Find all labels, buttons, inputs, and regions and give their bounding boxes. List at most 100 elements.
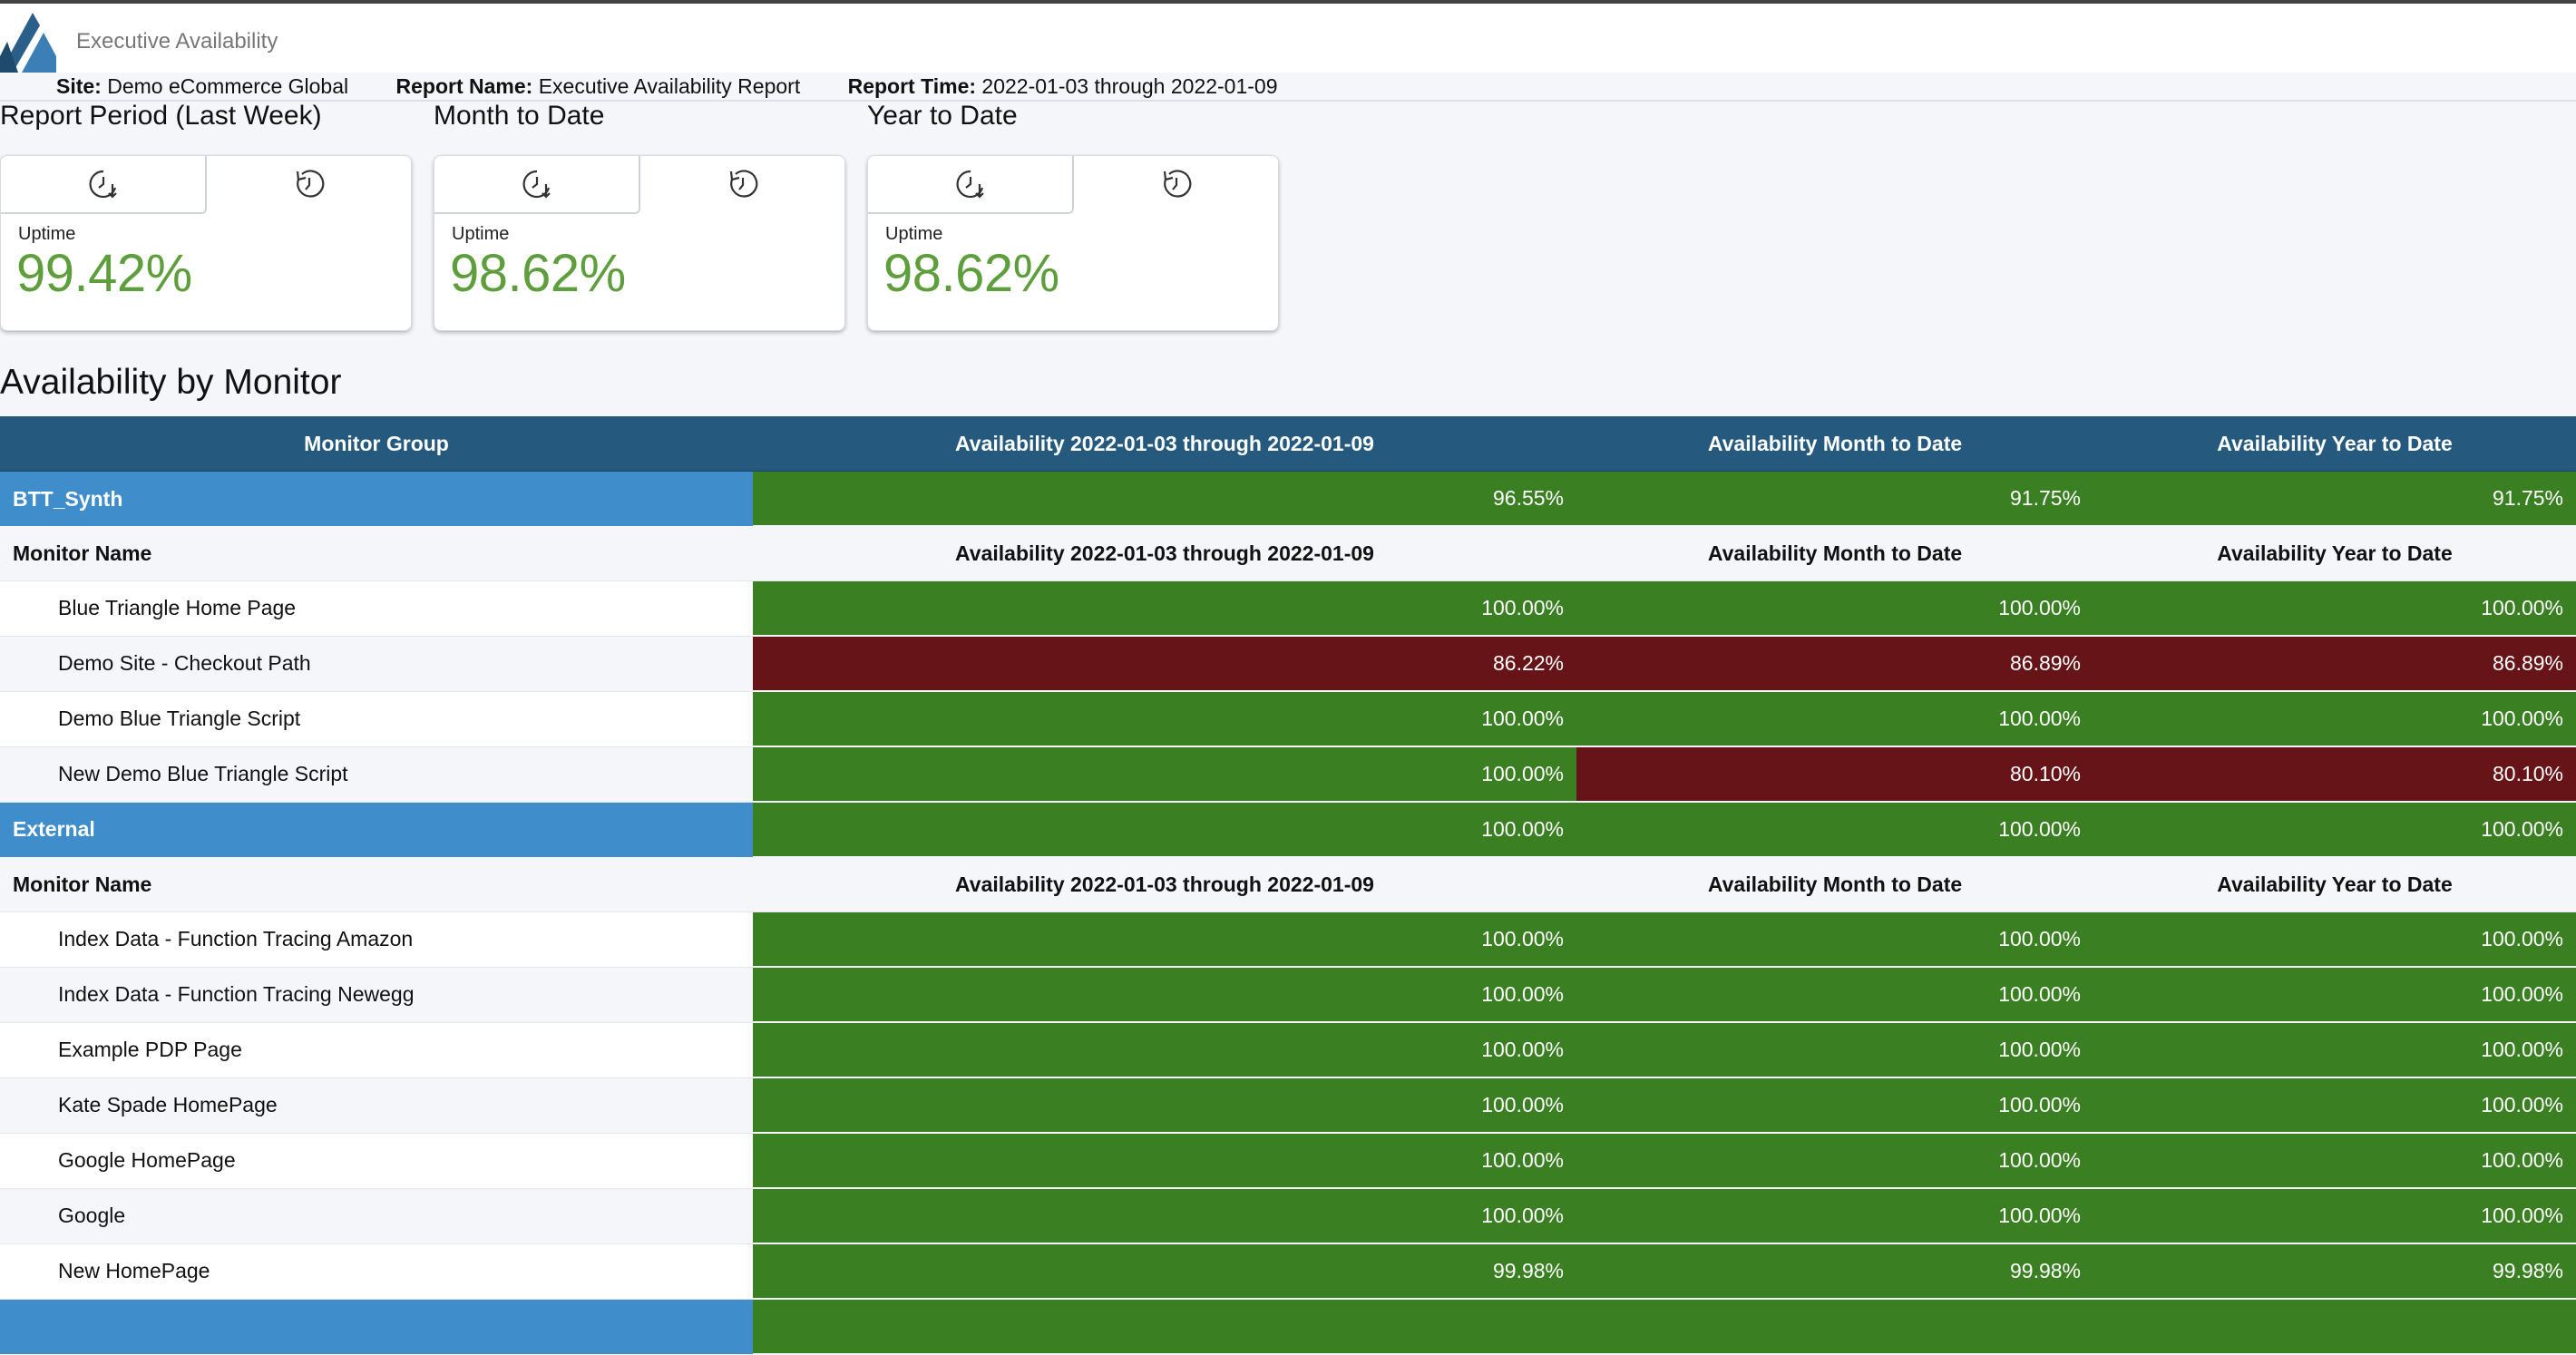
period-value: 100.00% bbox=[753, 1022, 1576, 1078]
table-row[interactable]: Blue Triangle Home Page 100.00% 100.00% … bbox=[0, 580, 2576, 637]
table-row[interactable]: Example PDP Page 100.00% 100.00% 100.00% bbox=[0, 1022, 2576, 1078]
month-value: 100.00% bbox=[1576, 1022, 2093, 1078]
period-value: 100.00% bbox=[753, 580, 1576, 637]
report-name-value: Executive Availability Report bbox=[538, 74, 801, 98]
availability-table: Monitor Group Availability 2022-01-03 th… bbox=[0, 416, 2576, 1355]
year-value: 100.00% bbox=[2093, 1077, 2576, 1134]
group-year-value-partial bbox=[2093, 1299, 2576, 1355]
blue-triangle-logo-icon[interactable] bbox=[0, 9, 56, 73]
sub-header-row: Monitor Name Availability 2022-01-03 thr… bbox=[0, 526, 2576, 581]
monitor-name: Kate Spade HomePage bbox=[0, 1077, 753, 1134]
report-time-label: Report Time: bbox=[847, 74, 977, 98]
site-info: Site: Demo eCommerce Global bbox=[56, 74, 348, 98]
table-row[interactable]: Index Data - Function Tracing Newegg 100… bbox=[0, 967, 2576, 1023]
period-value: 99.98% bbox=[753, 1243, 1576, 1300]
window-top-border bbox=[0, 0, 2576, 4]
clock-history-icon bbox=[729, 170, 757, 198]
period-value: 100.00% bbox=[753, 746, 1576, 803]
year-value: 86.89% bbox=[2093, 636, 2576, 692]
tab-year-uptime[interactable] bbox=[868, 156, 1074, 214]
month-value: 99.98% bbox=[1576, 1243, 2093, 1300]
period-value: 100.00% bbox=[753, 967, 1576, 1023]
clock-history-icon bbox=[296, 170, 324, 198]
month-value: 86.89% bbox=[1576, 636, 2093, 692]
group-period-value: 100.00% bbox=[753, 802, 1576, 858]
table-row[interactable]: New HomePage 99.98% 99.98% 99.98% bbox=[0, 1243, 2576, 1300]
group-year-value: 91.75% bbox=[2093, 471, 2576, 527]
month-value: 100.00% bbox=[1576, 967, 2093, 1023]
report-time-value: 2022-01-03 through 2022-01-09 bbox=[981, 74, 1278, 98]
sub-header-month: Availability Month to Date bbox=[1576, 526, 2093, 581]
header-monitor-group[interactable]: Monitor Group bbox=[0, 416, 753, 472]
tab-month-uptime[interactable] bbox=[434, 156, 640, 214]
year-value: 100.00% bbox=[2093, 691, 2576, 747]
group-month-value: 100.00% bbox=[1576, 802, 2093, 858]
report-time-info: Report Time: 2022-01-03 through 2022-01-… bbox=[848, 74, 1278, 98]
report-name-info: Report Name: Executive Availability Repo… bbox=[396, 74, 801, 98]
group-period-value: 96.55% bbox=[753, 471, 1576, 527]
uptime-value: 98.62% bbox=[450, 244, 626, 303]
period-value: 100.00% bbox=[753, 911, 1576, 968]
meta-divider bbox=[0, 100, 2576, 102]
report-meta: Site: Demo eCommerce Global Report Name:… bbox=[56, 73, 2576, 100]
tab-month-history[interactable] bbox=[640, 156, 844, 212]
table-row[interactable]: New Demo Blue Triangle Script 100.00% 80… bbox=[0, 746, 2576, 803]
month-value: 100.00% bbox=[1576, 1188, 2093, 1244]
group-month-value-partial bbox=[1576, 1299, 2093, 1355]
sub-header-period: Availability 2022-01-03 through 2022-01-… bbox=[753, 526, 1576, 581]
sub-header-monitor-name: Monitor Name bbox=[0, 526, 753, 581]
summary-card-report-period: Uptime 99.42% bbox=[0, 155, 412, 331]
summary-card-year-to-date: Uptime 98.62% bbox=[867, 155, 1279, 331]
year-value: 99.98% bbox=[2093, 1243, 2576, 1300]
group-name: BTT_Synth bbox=[0, 471, 753, 526]
monitor-name: Index Data - Function Tracing Amazon bbox=[0, 911, 753, 968]
group-name-partial bbox=[0, 1299, 753, 1354]
monitor-name: Google bbox=[0, 1188, 753, 1244]
year-value: 100.00% bbox=[2093, 580, 2576, 637]
uptime-label: Uptime bbox=[18, 224, 76, 244]
period-value: 100.00% bbox=[753, 691, 1576, 747]
clock-history-icon bbox=[1163, 170, 1191, 198]
year-value: 100.00% bbox=[2093, 1133, 2576, 1189]
year-value: 80.10% bbox=[2093, 746, 2576, 803]
table-row[interactable]: Kate Spade HomePage 100.00% 100.00% 100.… bbox=[0, 1077, 2576, 1134]
table-row[interactable]: Demo Site - Checkout Path 86.22% 86.89% … bbox=[0, 636, 2576, 692]
group-row-btt-synth[interactable]: BTT_Synth 96.55% 91.75% 91.75% bbox=[0, 471, 2576, 527]
site-label: Site: bbox=[56, 74, 102, 98]
summary-title-month-to-date: Month to Date bbox=[434, 101, 605, 131]
group-year-value: 100.00% bbox=[2093, 802, 2576, 858]
monitor-name: New Demo Blue Triangle Script bbox=[0, 746, 753, 803]
year-value: 100.00% bbox=[2093, 1022, 2576, 1078]
year-value: 100.00% bbox=[2093, 911, 2576, 968]
table-row[interactable]: Demo Blue Triangle Script 100.00% 100.00… bbox=[0, 691, 2576, 747]
uptime-value: 98.62% bbox=[883, 244, 1059, 303]
period-value: 100.00% bbox=[753, 1188, 1576, 1244]
table-row[interactable]: Google HomePage 100.00% 100.00% 100.00% bbox=[0, 1133, 2576, 1189]
header-availability-month[interactable]: Availability Month to Date bbox=[1576, 416, 2093, 472]
sub-header-year: Availability Year to Date bbox=[2093, 526, 2576, 581]
monitor-name: Blue Triangle Home Page bbox=[0, 580, 753, 637]
sub-header-period: Availability 2022-01-03 through 2022-01-… bbox=[753, 857, 1576, 912]
year-value: 100.00% bbox=[2093, 967, 2576, 1023]
tab-period-uptime[interactable] bbox=[1, 156, 207, 214]
table-row[interactable]: Google 100.00% 100.00% 100.00% bbox=[0, 1188, 2576, 1244]
period-value: 100.00% bbox=[753, 1077, 1576, 1134]
group-row-external[interactable]: External 100.00% 100.00% 100.00% bbox=[0, 802, 2576, 858]
month-value: 80.10% bbox=[1576, 746, 2093, 803]
clock-down-arrow-icon bbox=[89, 170, 117, 199]
clock-down-arrow-icon bbox=[956, 170, 984, 199]
monitor-name: Demo Site - Checkout Path bbox=[0, 636, 753, 692]
year-value: 100.00% bbox=[2093, 1188, 2576, 1244]
summary-card-month-to-date: Uptime 98.62% bbox=[434, 155, 845, 331]
tab-period-history[interactable] bbox=[207, 156, 411, 212]
uptime-label: Uptime bbox=[452, 224, 510, 244]
sub-header-monitor-name: Monitor Name bbox=[0, 857, 753, 912]
site-value: Demo eCommerce Global bbox=[107, 74, 349, 98]
header-availability-period[interactable]: Availability 2022-01-03 through 2022-01-… bbox=[753, 416, 1576, 472]
month-value: 100.00% bbox=[1576, 691, 2093, 747]
table-row[interactable]: Index Data - Function Tracing Amazon 100… bbox=[0, 911, 2576, 968]
group-row-next[interactable] bbox=[0, 1299, 2576, 1355]
tab-year-history[interactable] bbox=[1074, 156, 1278, 212]
header-availability-year[interactable]: Availability Year to Date bbox=[2093, 416, 2576, 472]
group-period-value-partial bbox=[753, 1299, 1576, 1355]
